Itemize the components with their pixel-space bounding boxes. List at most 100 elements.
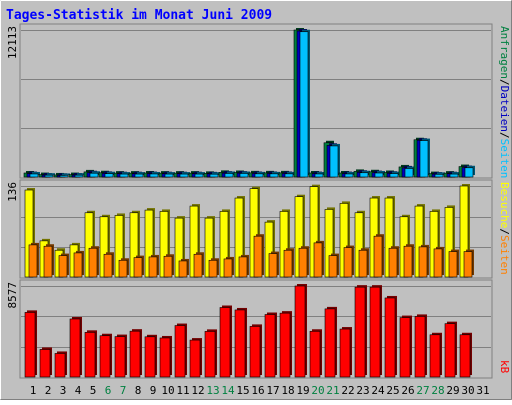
bar-seiten-day-25 <box>388 247 398 278</box>
x-label-day-19: 19 <box>296 384 309 397</box>
bar-seiten-day-15 <box>238 256 248 278</box>
bar-seiten-day-28 <box>433 248 443 278</box>
bar-seiten-day-19 <box>299 31 309 178</box>
bar-seiten-day-1-shadow <box>32 171 40 175</box>
bar-seiten-day-25 <box>389 173 399 178</box>
legend-part-slash: / <box>498 132 511 139</box>
x-label-day-21: 21 <box>326 384 339 397</box>
bar-seiten-day-22 <box>344 173 354 178</box>
x-label-day-2: 2 <box>45 384 52 397</box>
legend-part-seiten: Seiten <box>498 235 511 275</box>
bar-kb-day-7 <box>114 336 126 378</box>
bar-seiten-day-2 <box>43 245 53 278</box>
bar-kb-day-13 <box>204 331 216 378</box>
x-label-day-22: 22 <box>341 384 354 397</box>
bar-seiten-day-18 <box>284 173 294 178</box>
bar-seiten-day-6-shadow <box>107 171 115 175</box>
bar-kb-day-9 <box>144 336 156 378</box>
bar-seiten-day-22 <box>343 247 353 278</box>
bar-seiten-day-20 <box>314 173 324 178</box>
bar-seiten-day-24 <box>373 235 383 278</box>
bar-seiten-day-27 <box>418 246 428 278</box>
legend-part-slash: / <box>498 79 511 86</box>
bar-seiten-day-1 <box>28 244 38 278</box>
y-max-label-top: 12113 <box>6 26 19 59</box>
bar-kb-day-20 <box>309 330 321 378</box>
x-label-day-1: 1 <box>30 384 37 397</box>
bar-seiten-day-16-shadow <box>257 171 265 175</box>
x-label-day-9: 9 <box>150 384 157 397</box>
x-label-day-27: 27 <box>416 384 429 397</box>
bar-kb-day-6 <box>99 335 111 378</box>
bar-seiten-day-20-shadow <box>317 171 325 175</box>
bar-seiten-day-7 <box>119 173 129 178</box>
bar-seiten-day-12-shadow <box>197 172 205 175</box>
bar-seiten-day-3 <box>58 255 68 278</box>
bar-seiten-day-14 <box>224 173 234 178</box>
bar-seiten-day-12 <box>194 173 204 178</box>
bar-kb-day-3 <box>54 353 66 378</box>
bar-seiten-day-28-shadow <box>437 172 445 175</box>
bar-seiten-day-8 <box>133 257 143 278</box>
legend-part-slash: / <box>498 228 511 235</box>
legend-part-kb: kB <box>498 360 511 374</box>
panel-top-frame <box>19 23 493 179</box>
bar-seiten-day-30 <box>463 251 473 278</box>
x-label-day-18: 18 <box>281 384 294 397</box>
bar-seiten-day-27 <box>419 140 429 178</box>
bar-kb-day-12 <box>189 339 201 378</box>
bar-seiten-day-19 <box>298 247 308 278</box>
x-label-day-6: 6 <box>105 384 112 397</box>
bar-seiten-day-29 <box>449 173 459 178</box>
x-label-day-4: 4 <box>75 384 82 397</box>
legend-part-anfragen: Anfragen <box>498 26 511 79</box>
bar-seiten-day-11 <box>178 260 188 278</box>
bar-seiten-day-23 <box>359 172 369 178</box>
bar-seiten-day-12 <box>193 253 203 278</box>
y-max-label-bottom: 8577 <box>6 282 19 309</box>
x-label-day-16: 16 <box>251 384 264 397</box>
bar-kb-day-16 <box>249 326 261 378</box>
bar-seiten-day-14 <box>223 258 233 278</box>
x-label-day-24: 24 <box>371 384 385 397</box>
bar-seiten-day-6 <box>103 253 113 278</box>
x-label-day-7: 7 <box>120 384 127 397</box>
bar-seiten-day-6 <box>104 173 114 178</box>
panel-mid-frame <box>19 179 493 279</box>
x-label-day-13: 13 <box>206 384 219 397</box>
bar-seiten-day-8-shadow <box>137 172 145 175</box>
bars-layer <box>23 28 475 378</box>
bar-seiten-day-30 <box>464 167 474 178</box>
bar-seiten-day-21 <box>329 145 339 178</box>
legend-mid: Besuche/Seiten <box>498 182 511 275</box>
x-label-day-28: 28 <box>431 384 444 397</box>
bar-kb-day-23 <box>354 286 366 378</box>
bar-seiten-day-13-shadow <box>212 172 220 175</box>
bar-seiten-day-4-shadow <box>77 173 85 175</box>
legend-part-besuche: Besuche <box>498 182 511 228</box>
bar-seiten-day-10 <box>163 255 173 278</box>
bar-seiten-day-22-shadow <box>347 171 355 175</box>
legend-bottom: kB <box>498 360 511 374</box>
bar-seiten-day-24 <box>374 172 384 178</box>
bar-seiten-day-2 <box>44 174 54 178</box>
x-label-day-23: 23 <box>356 384 369 397</box>
bar-seiten-day-11-shadow <box>182 172 190 175</box>
bar-seiten-day-21 <box>328 255 338 278</box>
x-label-day-17: 17 <box>266 384 279 397</box>
bar-kb-day-11 <box>174 325 186 378</box>
bar-seiten-day-17 <box>268 253 278 278</box>
x-label-day-31: 31 <box>476 384 489 397</box>
x-label-day-5: 5 <box>90 384 97 397</box>
x-label-day-20: 20 <box>311 384 324 397</box>
bar-seiten-day-3-shadow <box>62 173 70 175</box>
bar-seiten-day-28 <box>434 174 444 178</box>
bar-kb-day-17 <box>264 314 276 378</box>
x-label-day-12: 12 <box>191 384 204 397</box>
bar-seiten-day-5 <box>89 172 99 178</box>
bar-seiten-day-15 <box>239 173 249 178</box>
x-label-day-15: 15 <box>236 384 249 397</box>
bar-seiten-day-29-shadow <box>452 172 460 175</box>
bar-kb-day-10 <box>159 337 171 378</box>
